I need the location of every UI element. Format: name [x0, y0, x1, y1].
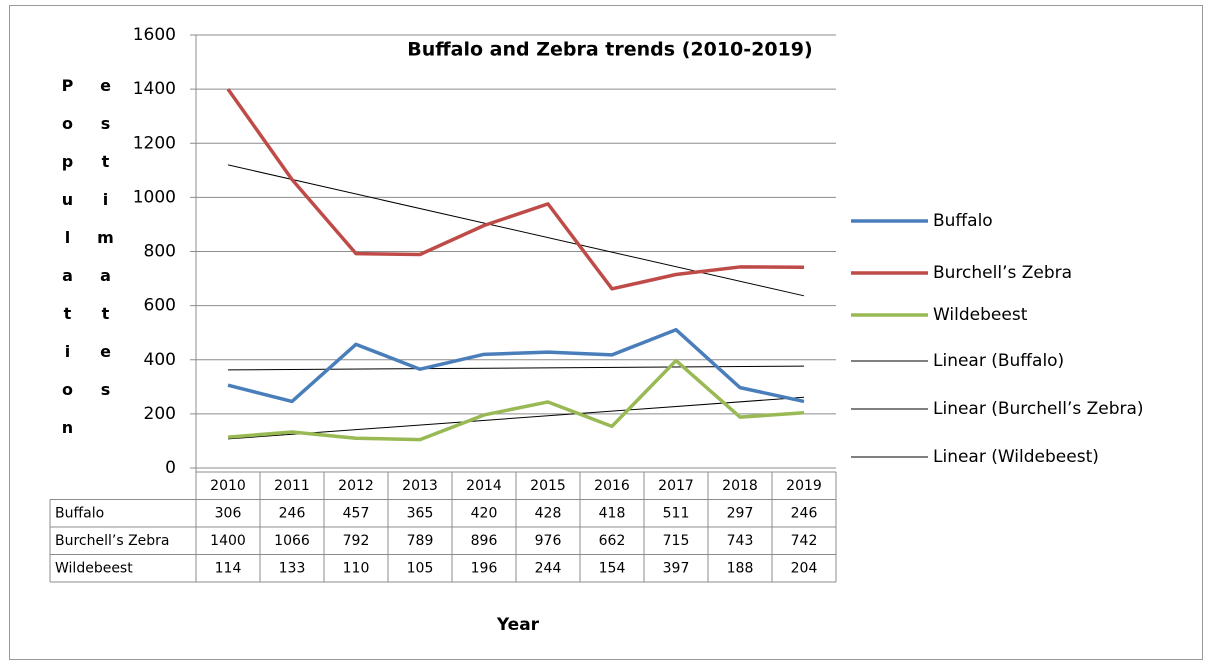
table-value: 188 — [727, 560, 754, 576]
trendline — [227, 396, 805, 440]
y-tick-label: 0 — [165, 458, 176, 478]
legend-label: Linear (Wildebeest) — [933, 447, 1099, 467]
table-row-label: Wildebeest — [55, 560, 133, 576]
table-value: 154 — [599, 560, 626, 576]
y-tick-label: 600 — [144, 296, 176, 316]
table-value: 743 — [727, 533, 754, 549]
series-line — [227, 327, 805, 404]
x-axis-label: Year — [496, 615, 540, 635]
trendline — [227, 365, 805, 371]
table-value: 418 — [599, 505, 626, 521]
table-row-label: Buffalo — [55, 505, 104, 521]
x-tick-label: 2011 — [274, 478, 310, 494]
table-value: 204 — [791, 560, 818, 576]
table-value: 1066 — [274, 533, 310, 549]
legend-label: Linear (Buffalo) — [933, 351, 1064, 371]
y-axis-label: Population estimates — [58, 76, 115, 456]
table-value: 792 — [343, 533, 370, 549]
y-tick-label: 400 — [144, 350, 176, 370]
x-tick-label: 2014 — [466, 478, 502, 494]
table-value: 428 — [535, 505, 562, 521]
legend-label: Linear (Burchell’s Zebra) — [933, 399, 1144, 419]
table-value: 114 — [215, 560, 242, 576]
x-tick-label: 2013 — [402, 478, 438, 494]
table-value: 457 — [343, 505, 370, 521]
table-value: 420 — [471, 505, 498, 521]
table-value: 105 — [407, 560, 434, 576]
y-tick-label: 800 — [144, 242, 176, 262]
series-line — [227, 358, 805, 442]
table-value: 246 — [791, 505, 818, 521]
y-tick-label: 1200 — [133, 133, 176, 153]
table-value: 244 — [535, 560, 562, 576]
table-value: 297 — [727, 505, 754, 521]
y-tick-label: 200 — [144, 404, 176, 424]
table-value: 110 — [343, 560, 370, 576]
y-tick-label: 1000 — [133, 187, 176, 207]
table-value: 133 — [279, 560, 306, 576]
series-line — [226, 88, 805, 291]
table-value: 976 — [535, 533, 562, 549]
y-tick-label: 1600 — [133, 25, 176, 45]
x-tick-label: 2010 — [210, 478, 246, 494]
x-tick-label: 2019 — [786, 478, 822, 494]
table-value: 662 — [599, 533, 626, 549]
legend-label: Burchell’s Zebra — [933, 263, 1072, 283]
table-value: 715 — [663, 533, 690, 549]
table-row-label: Burchell’s Zebra — [55, 533, 170, 549]
x-tick-label: 2015 — [530, 478, 566, 494]
x-tick-label: 2018 — [722, 478, 758, 494]
table-value: 1400 — [210, 533, 246, 549]
table-value: 306 — [215, 505, 242, 521]
chart-title: Buffalo and Zebra trends (2010-2019) — [407, 39, 812, 61]
table-value: 789 — [407, 533, 434, 549]
x-tick-label: 2016 — [594, 478, 630, 494]
y-tick-label: 1400 — [133, 79, 176, 99]
x-tick-label: 2012 — [338, 478, 374, 494]
legend-label: Wildebeest — [933, 305, 1028, 325]
table-value: 196 — [471, 560, 498, 576]
table-value: 397 — [663, 560, 690, 576]
legend-label: Buffalo — [933, 211, 993, 231]
table-value: 246 — [279, 505, 306, 521]
x-tick-label: 2017 — [658, 478, 694, 494]
table-value: 511 — [663, 505, 690, 521]
chart-border — [9, 5, 1203, 660]
table-value: 365 — [407, 505, 434, 521]
table-value: 742 — [791, 533, 818, 549]
trendline — [227, 164, 805, 297]
table-value: 896 — [471, 533, 498, 549]
